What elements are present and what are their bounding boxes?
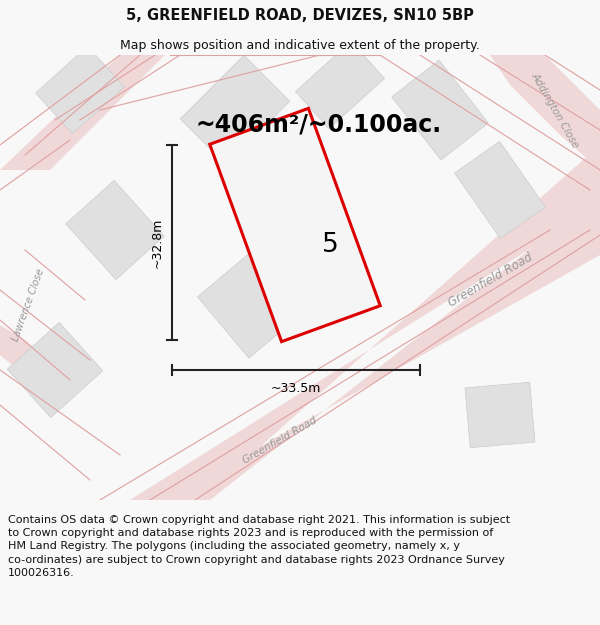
Polygon shape (180, 55, 290, 165)
Polygon shape (465, 382, 535, 448)
Polygon shape (35, 46, 124, 134)
Text: Lawrence Close: Lawrence Close (10, 268, 46, 342)
Polygon shape (295, 41, 385, 129)
Text: Contains OS data © Crown copyright and database right 2021. This information is : Contains OS data © Crown copyright and d… (8, 515, 510, 578)
Polygon shape (0, 325, 80, 400)
Text: Greenfield Road: Greenfield Road (241, 415, 319, 465)
Text: ~32.8m: ~32.8m (151, 217, 164, 268)
Text: Map shows position and indicative extent of the property.: Map shows position and indicative extent… (120, 39, 480, 52)
Text: Greenfield Road: Greenfield Road (446, 251, 535, 309)
Text: ~406m²/~0.100ac.: ~406m²/~0.100ac. (195, 113, 441, 137)
Polygon shape (197, 252, 302, 358)
Polygon shape (100, 205, 600, 500)
Text: Addington Close: Addington Close (529, 71, 581, 149)
Polygon shape (490, 55, 600, 170)
Polygon shape (210, 108, 380, 342)
Polygon shape (392, 60, 488, 160)
Polygon shape (130, 145, 600, 500)
Polygon shape (7, 322, 103, 418)
Text: 5: 5 (322, 232, 338, 258)
Polygon shape (455, 141, 545, 239)
Text: 5, GREENFIELD ROAD, DEVIZES, SN10 5BP: 5, GREENFIELD ROAD, DEVIZES, SN10 5BP (126, 8, 474, 23)
Polygon shape (0, 55, 165, 170)
Text: ~33.5m: ~33.5m (271, 382, 321, 395)
Polygon shape (66, 181, 164, 279)
